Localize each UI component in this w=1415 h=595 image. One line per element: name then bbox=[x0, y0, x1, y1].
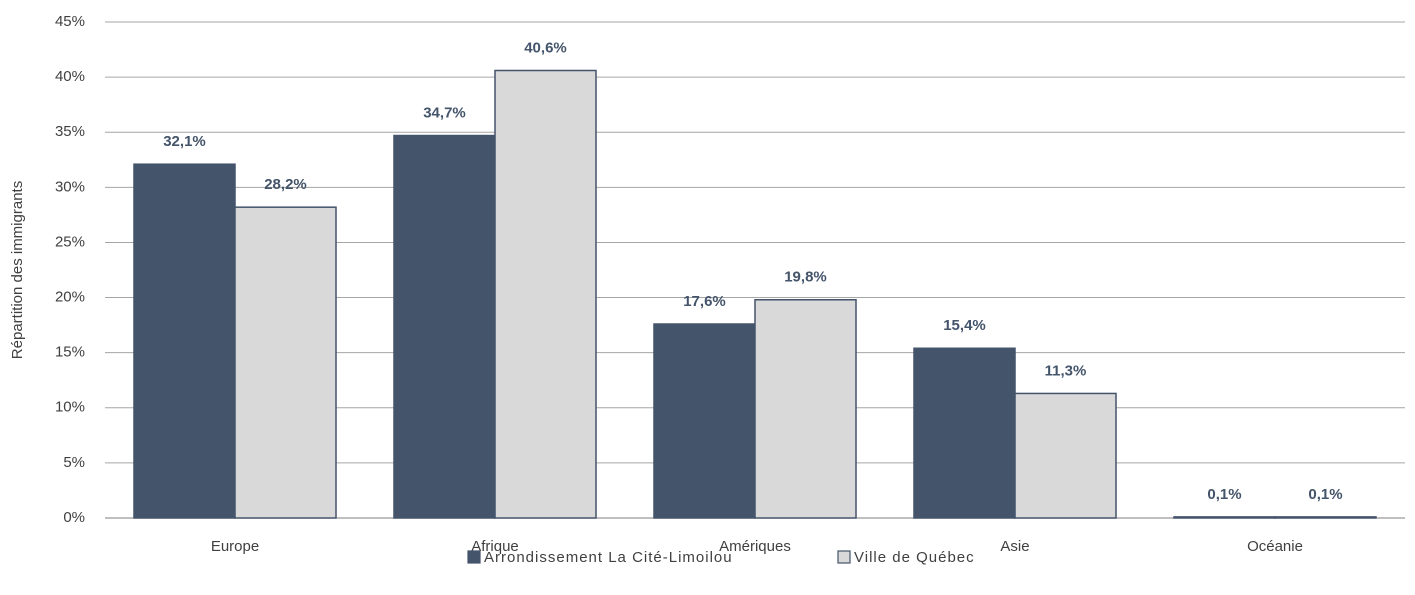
x-tick-label: Amériques bbox=[719, 538, 791, 555]
y-tick-label: 35% bbox=[55, 123, 85, 140]
x-tick-label: Océanie bbox=[1247, 538, 1303, 555]
legend-swatch bbox=[467, 550, 481, 564]
value-label: 19,8% bbox=[784, 269, 827, 286]
bar bbox=[754, 299, 857, 519]
bar bbox=[234, 206, 337, 519]
x-tick-label: Afrique bbox=[471, 538, 519, 555]
value-label: 40,6% bbox=[524, 39, 567, 56]
y-tick-label: 20% bbox=[55, 289, 85, 306]
value-label: 11,3% bbox=[1045, 362, 1087, 379]
value-label: 15,4% bbox=[943, 317, 986, 334]
bar bbox=[1014, 392, 1117, 519]
y-tick-label: 45% bbox=[55, 13, 85, 30]
y-axis-title: Répartition des immigrants bbox=[9, 181, 26, 359]
value-label: 0,1% bbox=[1207, 486, 1241, 503]
bar bbox=[494, 69, 597, 519]
legend-label: Ville de Québec bbox=[854, 549, 975, 566]
bar bbox=[653, 323, 756, 519]
y-tick-label: 40% bbox=[55, 68, 85, 85]
bar bbox=[1173, 516, 1276, 519]
x-tick-label: Asie bbox=[1000, 538, 1029, 555]
legend-label: Arrondissement La Cité-Limoilou bbox=[484, 549, 733, 566]
value-label: 0,1% bbox=[1308, 486, 1342, 503]
value-label: 34,7% bbox=[423, 104, 466, 121]
bar bbox=[133, 163, 236, 519]
value-label: 17,6% bbox=[683, 293, 726, 310]
bar bbox=[1274, 516, 1377, 519]
bar bbox=[393, 134, 496, 519]
y-tick-label: 10% bbox=[55, 399, 85, 416]
y-tick-label: 0% bbox=[63, 509, 85, 526]
y-tick-label: 25% bbox=[55, 233, 85, 250]
legend-swatch bbox=[837, 550, 851, 564]
y-tick-label: 5% bbox=[63, 454, 85, 471]
value-label: 28,2% bbox=[264, 176, 307, 193]
x-tick-label: Europe bbox=[211, 538, 259, 555]
y-tick-label: 15% bbox=[55, 344, 85, 361]
bar bbox=[913, 347, 1016, 519]
y-tick-label: 30% bbox=[55, 178, 85, 195]
value-label: 32,1% bbox=[163, 133, 206, 150]
